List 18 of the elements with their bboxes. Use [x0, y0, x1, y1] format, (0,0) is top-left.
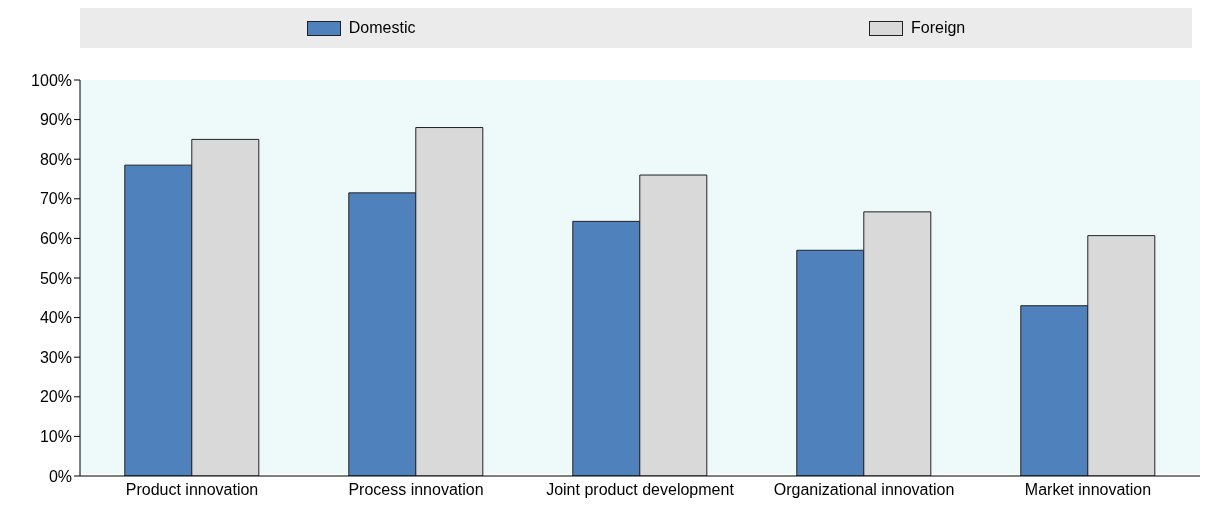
- x-tick-label: Joint product development: [546, 481, 735, 499]
- legend-label: Foreign: [910, 19, 966, 37]
- y-tick-label: 40%: [39, 309, 72, 327]
- y-tick-label: 100%: [31, 71, 72, 89]
- legend-label: Domestic: [347, 19, 416, 37]
- y-tick-label: 30%: [39, 348, 72, 366]
- y-tick-label: 90%: [39, 111, 72, 129]
- y-tick-label: 60%: [39, 230, 72, 248]
- x-tick-label: Market innovation: [1024, 481, 1152, 499]
- y-tick-label: 50%: [39, 269, 72, 287]
- y-tick-label: 0%: [48, 467, 72, 485]
- x-tick-label: Process innovation: [348, 481, 484, 499]
- x-tick-label: Organizational innovation: [773, 481, 955, 499]
- y-tick-label: 20%: [39, 388, 72, 406]
- y-tick-label: 70%: [39, 190, 72, 208]
- y-tick-label: 10%: [39, 428, 72, 446]
- y-tick-label: 80%: [39, 150, 72, 168]
- x-tick-label: Product innovation: [125, 481, 259, 499]
